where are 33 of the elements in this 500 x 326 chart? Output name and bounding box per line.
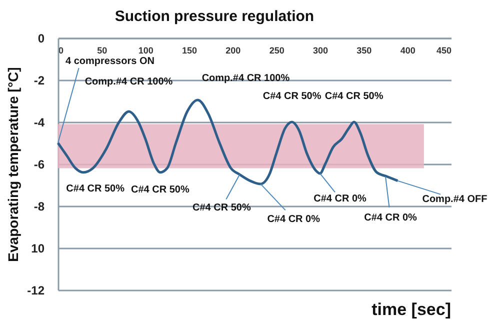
y-tick-label: 10 — [31, 242, 45, 256]
annotation: C#4 CR 50% — [324, 91, 384, 102]
y-tick-label: 0 — [38, 32, 45, 46]
annotation: C#4 CR 0% — [314, 193, 366, 204]
annotation: C#4 CR 50% — [131, 184, 190, 196]
chart-title: Suction pressure regulation — [114, 8, 314, 25]
annotation: C#4 CR 50% — [262, 91, 322, 102]
annotation: C#4 CR 50% — [66, 183, 125, 194]
x-tick-label: 450 — [436, 46, 452, 56]
line-series — [56, 98, 399, 186]
x-tick-label: 250 — [269, 46, 284, 56]
x-tick-label: 400 — [400, 46, 416, 56]
x-tick-label: 100 — [138, 46, 154, 56]
annotation: C#4 CR 0% — [267, 214, 320, 225]
annotation: C#4 CR 50% — [192, 202, 251, 214]
x-tick-label: 50 — [97, 46, 108, 56]
annotation: Comp.#4 CR 100% — [84, 76, 173, 88]
y-axis-title: Evaporating temperature [°C] — [5, 67, 22, 262]
annotation: Comp.#4 CR 100% — [202, 72, 290, 84]
x-tick-label: 0 — [58, 46, 64, 56]
annotation: 4 compressors ON — [66, 56, 154, 67]
y-tick-label: -12 — [27, 284, 45, 298]
x-tick-label: 300 — [312, 46, 328, 56]
x-axis-title: time [sec] — [372, 300, 451, 319]
x-tick-label: 150 — [182, 46, 198, 56]
annotation: Comp.#4 OFF — [422, 194, 488, 205]
y-tick-label: -6 — [34, 158, 45, 172]
x-tick-label: 350 — [356, 46, 372, 56]
x-tick-label: 200 — [226, 46, 241, 56]
y-tick-label: -2 — [34, 74, 45, 88]
annotation: C#4 CR 0% — [364, 212, 417, 224]
y-tick-label: -8 — [34, 200, 45, 214]
y-tick-label: -4 — [34, 116, 45, 130]
